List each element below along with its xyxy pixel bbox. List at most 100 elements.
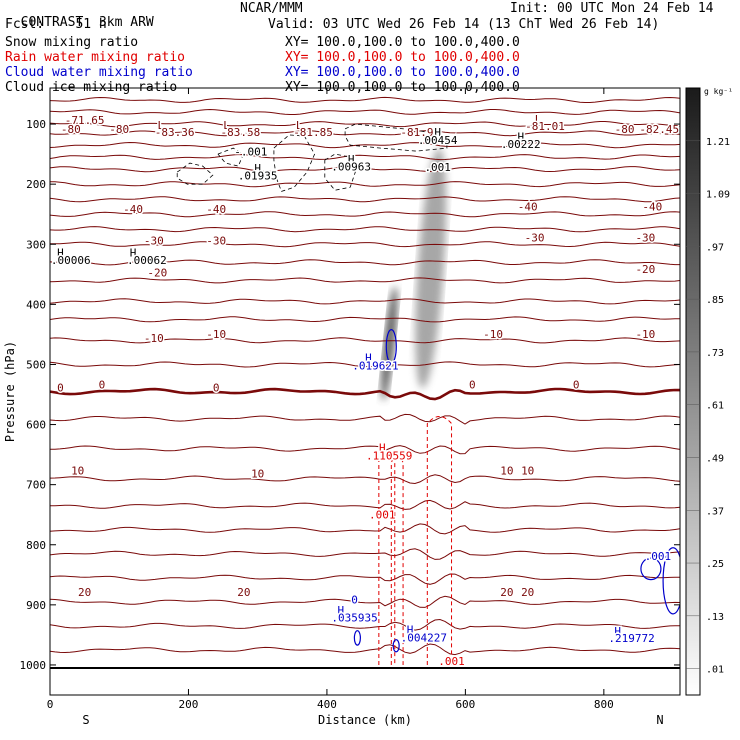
y-tick-label: 800 [26,539,46,552]
isotherm-line [50,211,680,218]
field-rain-xy: XY= 100.0,100.0 to 100.0,400.0 [285,50,520,65]
temperature-label: 10 [521,464,534,477]
rain-contour [378,452,396,665]
temperature-label: -10 [144,332,164,345]
cloud-ice-label: H [254,162,261,175]
colorbar-label: .97 [706,242,724,253]
x-tick-label: 600 [455,698,475,711]
temperature-label: -10 [483,328,503,341]
isotherm-line [50,618,680,631]
colorbar-label: .73 [706,348,724,359]
isotherm-zero [50,387,680,401]
isotherm-line [50,108,680,115]
temperature-label: -83.36 [155,126,195,139]
rain-label: .001 [438,655,465,668]
colorbar-label: 1.21 [706,137,730,148]
project-name: CONTRAST [20,15,84,30]
temperature-label: 0 [99,378,106,391]
cloud-water-contour [392,639,400,653]
temperature-label: 10 [251,467,264,480]
field-snow-name: Snow mixing ratio [5,35,139,50]
shading-plume-0 [415,148,447,389]
temperature-label: -30 [144,234,164,247]
cloud-water-label: 0 [351,594,358,607]
isotherm-line [50,337,680,344]
temperature-label: -80 [61,123,81,136]
y-axis-label: Pressure (hPa) [3,341,17,442]
cloud-water-label: .019621 [352,359,398,372]
temperature-label: -40 [123,203,143,216]
colorbar-label: .25 [706,559,724,570]
cloud-ice-label: H [57,246,64,259]
temperature-label: 20 [521,586,534,599]
cloud-ice-label: .00222 [501,138,541,151]
header-org: NCAR/MMM [240,1,303,16]
header-project: CONTRAST 3km ARW [5,2,154,30]
temperature-label: -40 [206,203,226,216]
isotherm-line [50,523,680,535]
field-cloud-water-name: Cloud water mixing ratio [5,65,193,80]
temperature-label: -81.85 [293,126,333,139]
cloud-water-label: H [365,351,372,364]
header-fcst: Fcst: 51 h [5,18,107,32]
y-tick-label: 900 [26,599,46,612]
temperature-label: 10 [71,464,84,477]
cloud-water-contour [640,557,662,581]
colorbar-label: .61 [706,401,724,412]
temperature-label: -40 [518,201,538,214]
field-snow-xy: XY= 100.0,100.0 to 100.0,400.0 [285,35,520,50]
field-rain-name: Rain water mixing ratio [5,50,186,65]
cloud-ice-label: .01935 [238,169,278,182]
cloud-ice-contour [273,134,316,192]
cloud-water-label: .035935 [331,612,377,625]
y-tick-label: 700 [26,479,46,492]
temperature-label: 10 [500,464,513,477]
temperature-label: L [535,113,542,126]
temperature-label: L [296,119,303,132]
temperature-label: -10 [635,328,655,341]
colorbar-label: 1.09 [706,190,730,201]
isotherm-line [50,259,680,266]
y-tick-label: 100 [26,118,46,131]
isotherm-line [50,153,680,161]
y-tick-label: 200 [26,178,46,191]
isotherm-line [50,241,680,248]
y-tick-label: 1000 [20,659,47,672]
fcst-value: 51 h [75,17,107,32]
isotherm-line [50,166,680,173]
temperature-label: 0 [573,378,580,391]
temperature-label: 20 [78,586,91,599]
colorbar [685,87,701,696]
rain-label: .001 [369,508,396,521]
rain-contour [426,416,453,665]
x-tick-label: 800 [594,698,614,711]
isotherm-line [50,96,680,103]
colorbar-label: .37 [706,506,724,517]
cloud-water-label: H [614,625,621,638]
header-valid: Valid: 03 UTC Wed 26 Feb 14 (13 ChT Wed … [268,17,660,32]
header-init: Init: 00 UTC Mon 24 Feb 14 [510,1,714,16]
temperature-label: -81.9 [400,126,433,139]
plot-frame [49,87,681,696]
y-tick-label: 600 [26,419,46,432]
colorbar-label: .85 [706,295,724,306]
isotherm-line [50,474,680,485]
cloud-ice-label: .00006 [51,254,91,267]
cloud-ice-contour [324,153,356,191]
colorbar-label: .13 [706,612,724,623]
temperature-label: 0 [469,378,476,391]
isotherm-line [50,316,680,323]
x-tick-label: 400 [317,698,337,711]
temperature-label: 0 [57,382,64,395]
cloud-ice-label: H [434,126,441,139]
x-end-label-south: S [82,713,89,727]
cloud-ice-label: -.001 [234,145,267,158]
colorbar-units: g kg⁻¹ [704,87,733,96]
isotherm-line [50,445,680,455]
isotherm-line [50,298,680,305]
temperature-label: -40 [642,201,662,214]
cloud-ice-contour [344,123,448,152]
cloud-water-contour [385,328,397,364]
cloud-ice-label: .00454 [418,134,458,147]
cloud-ice-label: H [348,153,355,166]
